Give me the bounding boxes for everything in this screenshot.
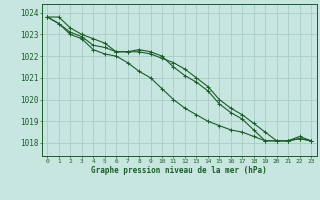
X-axis label: Graphe pression niveau de la mer (hPa): Graphe pression niveau de la mer (hPa) <box>91 166 267 175</box>
